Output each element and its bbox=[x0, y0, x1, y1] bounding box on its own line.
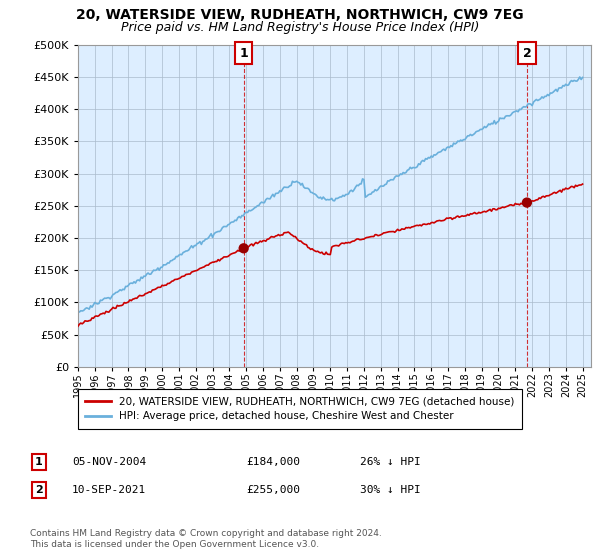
Text: Price paid vs. HM Land Registry's House Price Index (HPI): Price paid vs. HM Land Registry's House … bbox=[121, 21, 479, 34]
Text: Contains HM Land Registry data © Crown copyright and database right 2024.
This d: Contains HM Land Registry data © Crown c… bbox=[30, 529, 382, 549]
Text: £255,000: £255,000 bbox=[246, 485, 300, 495]
Text: 20, WATERSIDE VIEW, RUDHEATH, NORTHWICH, CW9 7EG: 20, WATERSIDE VIEW, RUDHEATH, NORTHWICH,… bbox=[76, 8, 524, 22]
Text: 05-NOV-2004: 05-NOV-2004 bbox=[72, 457, 146, 467]
Point bbox=[522, 198, 532, 207]
Text: 10-SEP-2021: 10-SEP-2021 bbox=[72, 485, 146, 495]
Text: 2: 2 bbox=[523, 46, 531, 60]
Point bbox=[239, 244, 248, 253]
Legend: 20, WATERSIDE VIEW, RUDHEATH, NORTHWICH, CW9 7EG (detached house), HPI: Average : 20, WATERSIDE VIEW, RUDHEATH, NORTHWICH,… bbox=[78, 389, 522, 429]
Text: £184,000: £184,000 bbox=[246, 457, 300, 467]
Text: 26% ↓ HPI: 26% ↓ HPI bbox=[360, 457, 421, 467]
Text: 1: 1 bbox=[35, 457, 43, 467]
Text: 2: 2 bbox=[35, 485, 43, 495]
Text: 1: 1 bbox=[239, 46, 248, 60]
Text: 30% ↓ HPI: 30% ↓ HPI bbox=[360, 485, 421, 495]
